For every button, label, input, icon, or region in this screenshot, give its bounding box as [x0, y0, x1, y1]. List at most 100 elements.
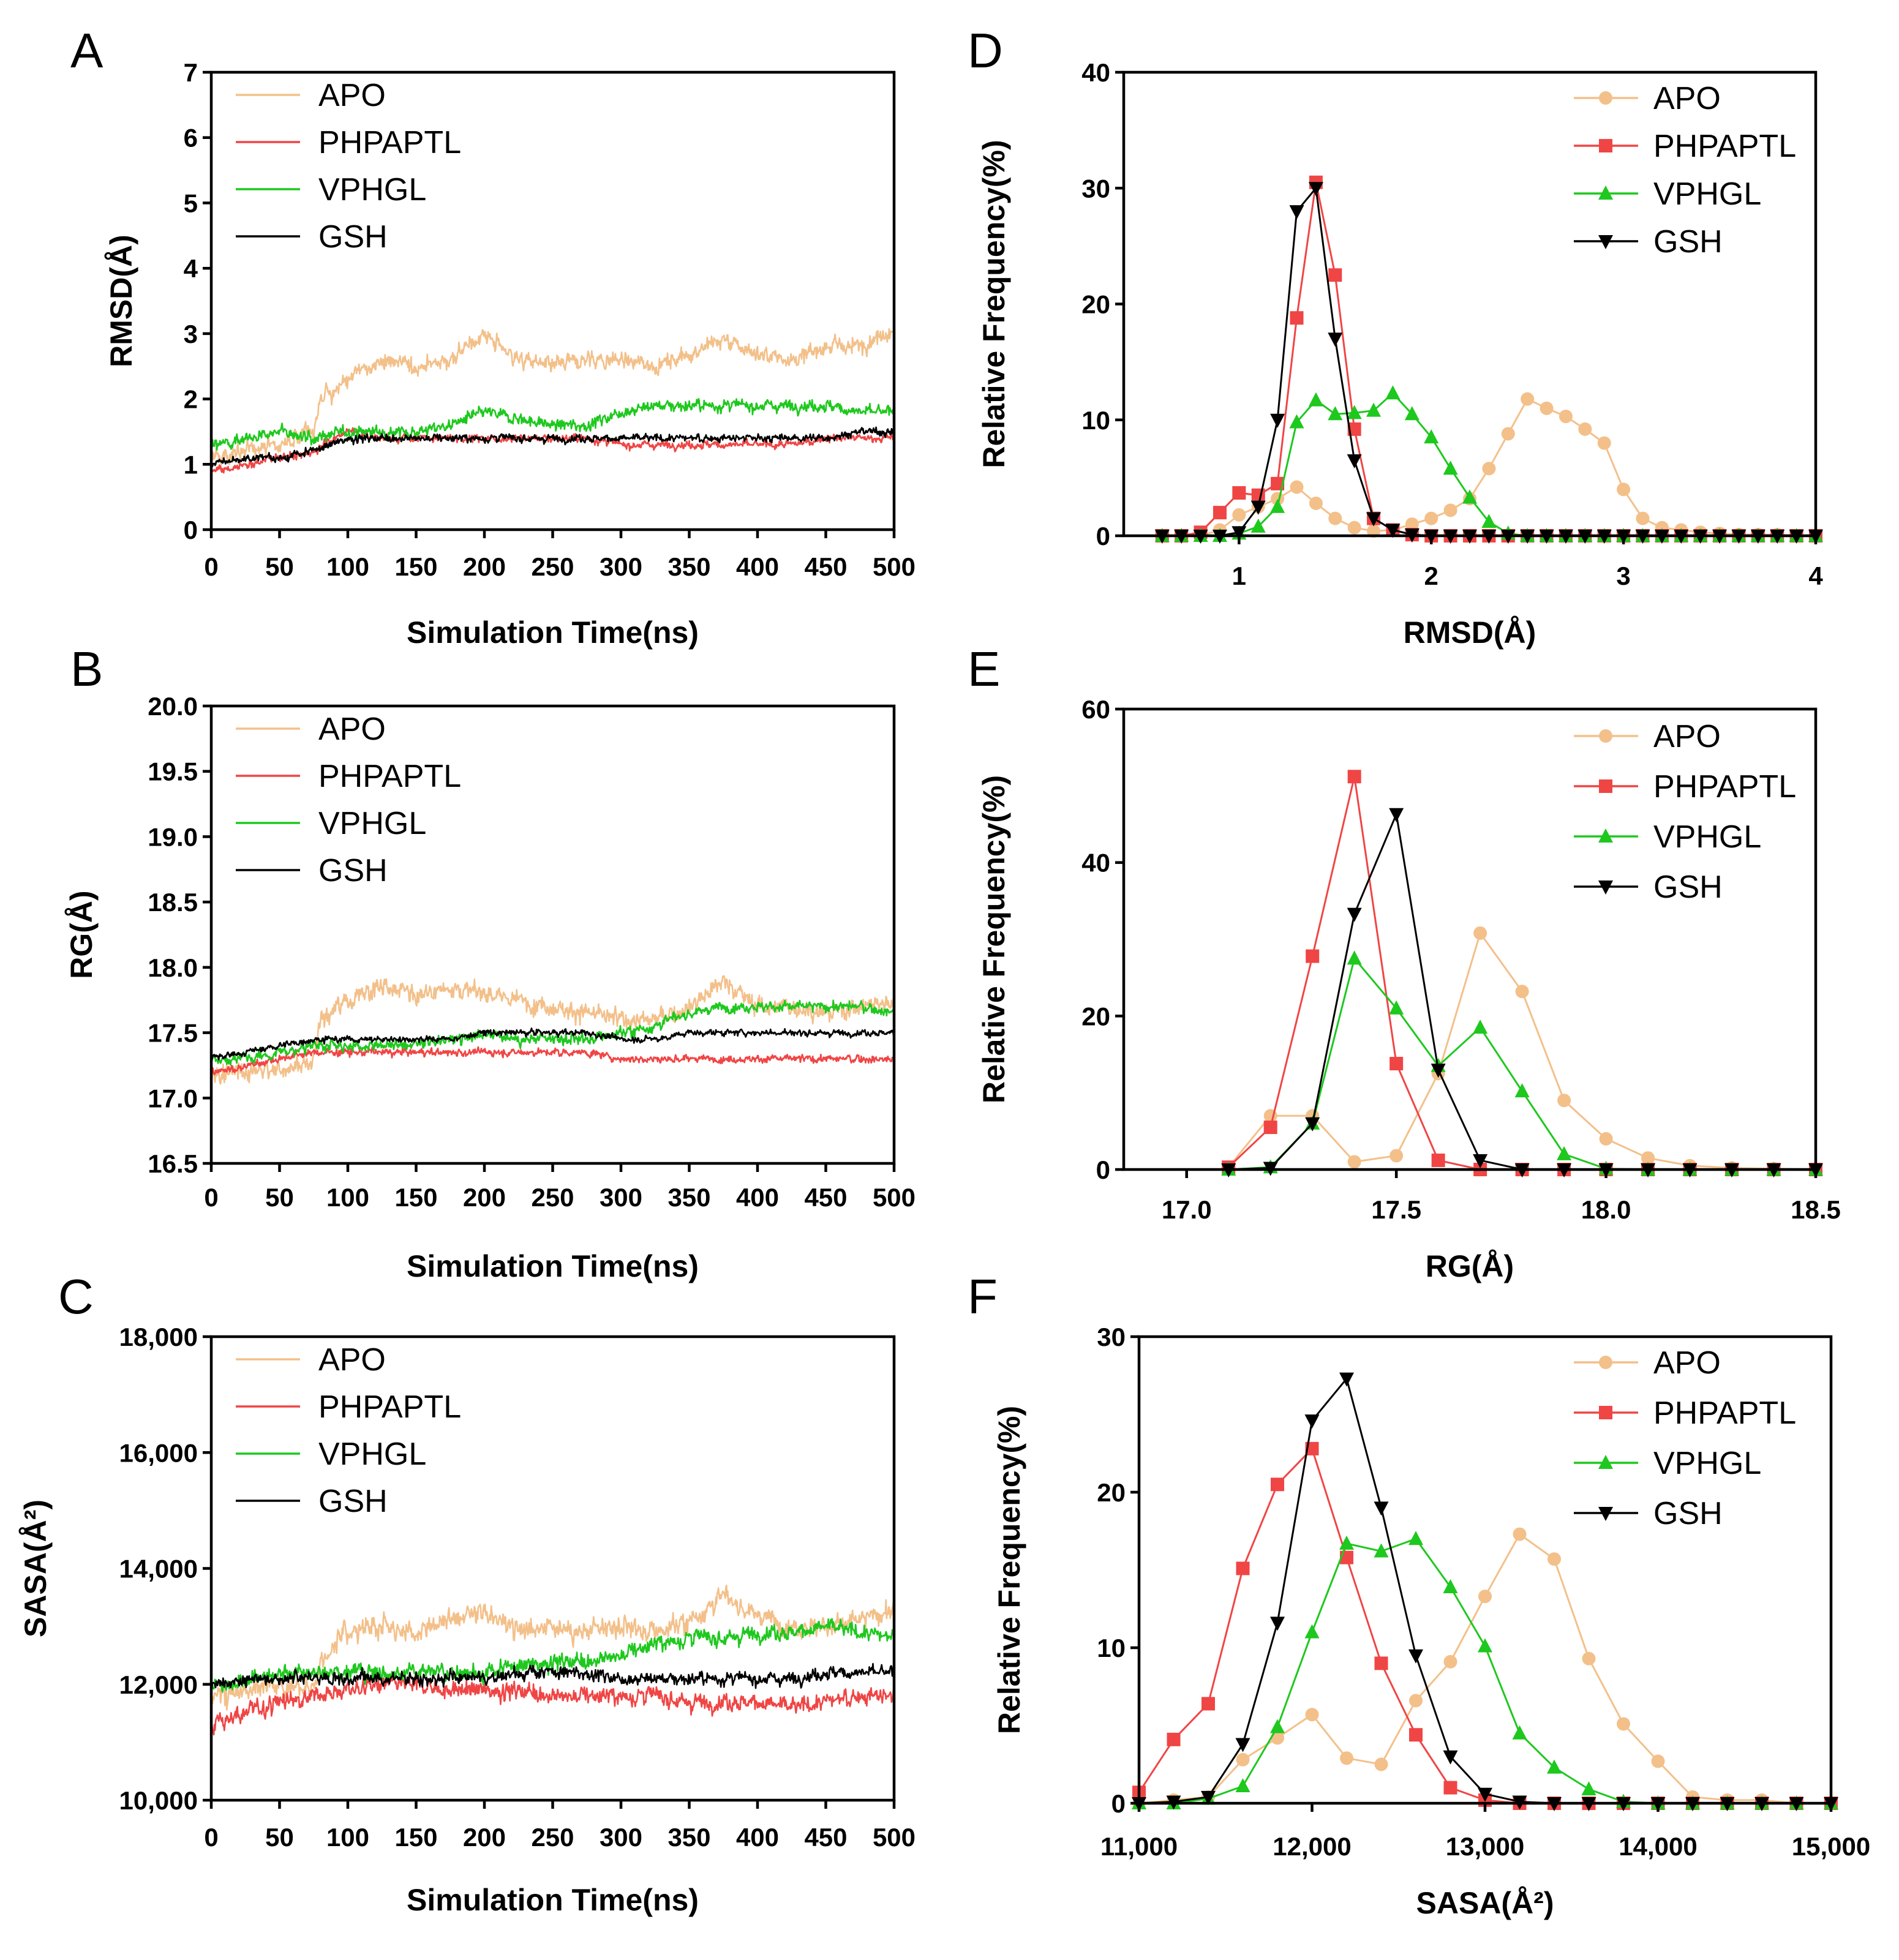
data-point-D-APO — [1290, 480, 1304, 494]
data-point-F-GSH — [1235, 1738, 1250, 1752]
x-tick-label: 100 — [326, 552, 369, 581]
data-point-D-VPHGL — [1289, 414, 1304, 429]
data-point-D-VPHGL — [1270, 498, 1285, 513]
x-axis-label: SASA(Å²) — [1416, 1886, 1554, 1920]
legend-marker-GSH — [1598, 880, 1613, 895]
data-point-D-APO — [1405, 517, 1419, 531]
legend-marker-GSH — [1598, 235, 1613, 249]
legend-label-APO: APO — [1653, 81, 1721, 116]
panel-C: C 10,000 12,000 14,000 16,000 18,000 0 50 100 150… — [18, 1269, 916, 1917]
y-tick-label: 16,000 — [119, 1438, 198, 1467]
x-tick-label: 13,000 — [1446, 1832, 1524, 1861]
legend-label-PHPAPTL: PHPAPTL — [318, 125, 461, 160]
plot-area-D — [1154, 175, 1823, 544]
legend-marker-APO — [1599, 91, 1612, 105]
data-point-F-VPHGL — [1512, 1725, 1527, 1740]
data-point-D-VPHGL — [1250, 518, 1266, 533]
x-tick-label: 250 — [531, 1183, 574, 1212]
y-tick-label: 0 — [1096, 522, 1110, 550]
y-tick-label: 40 — [1081, 849, 1110, 877]
data-point-F-APO — [1513, 1527, 1527, 1541]
legend-E: APO PHPAPTL VPHGL GSH — [1574, 719, 1796, 905]
data-point-E-APO — [1347, 1155, 1361, 1169]
data-point-E-VPHGL — [1557, 1146, 1572, 1160]
data-point-E-APO — [1641, 1151, 1655, 1165]
x-tick-label: 250 — [531, 1823, 574, 1852]
y-tick-label: 6 — [184, 124, 198, 152]
data-point-E-GSH — [1473, 1154, 1488, 1168]
data-point-F-PHPAPTL — [1374, 1656, 1388, 1670]
data-point-F-APO — [1617, 1717, 1630, 1731]
x-tick-label: 400 — [736, 552, 779, 581]
legend-C: APO PHPAPTL VPHGL GSH — [236, 1342, 461, 1519]
legend-A: APO PHPAPTL VPHGL GSH — [236, 78, 461, 255]
panel-letter-D: D — [968, 23, 1003, 78]
data-point-D-VPHGL — [1347, 405, 1362, 419]
data-point-D-APO — [1501, 427, 1515, 441]
legend-label-PHPAPTL: PHPAPTL — [318, 759, 461, 794]
data-point-F-GSH — [1304, 1414, 1320, 1429]
plot-area-F — [1132, 1372, 1838, 1811]
data-point-F-APO — [1271, 1731, 1284, 1745]
data-point-D-APO — [1309, 497, 1323, 511]
x-tick-label: 150 — [394, 1823, 437, 1852]
data-point-D-PHPAPTL — [1213, 506, 1227, 520]
data-point-D-GSH — [1289, 205, 1304, 220]
data-point-D-VPHGL — [1462, 489, 1477, 504]
x-tick-label: 500 — [873, 1183, 916, 1212]
y-tick-label: 10 — [1097, 1634, 1126, 1662]
legend-label-PHPAPTL: PHPAPTL — [1653, 129, 1796, 164]
y-tick-label: 40 — [1081, 58, 1110, 87]
x-tick-label: 0 — [204, 552, 218, 581]
x-tick-label: 17.5 — [1371, 1195, 1421, 1224]
legend-label-VPHGL: VPHGL — [318, 172, 426, 208]
data-point-E-APO — [1515, 985, 1529, 999]
x-tick-label: 11,000 — [1100, 1832, 1178, 1861]
panel-letter-A: A — [70, 23, 103, 78]
data-point-F-GSH — [1339, 1372, 1354, 1387]
y-tick-label: 7 — [184, 58, 198, 87]
x-tick-label: 1 — [1232, 561, 1246, 590]
x-tick-label: 250 — [531, 552, 574, 581]
legend-label-PHPAPTL: PHPAPTL — [1653, 1395, 1796, 1431]
data-point-F-GSH — [1201, 1790, 1216, 1805]
y-tick-label: 20 — [1097, 1478, 1126, 1507]
legend-marker-VPHGL — [1598, 1455, 1613, 1469]
x-tick-label: 300 — [600, 1823, 642, 1852]
legend-label-GSH: GSH — [1653, 869, 1723, 905]
data-point-F-PHPAPTL — [1409, 1728, 1423, 1742]
data-point-F-GSH — [1408, 1649, 1423, 1664]
series-line-B-VPHGL — [210, 999, 895, 1066]
plot-area-B — [210, 975, 895, 1085]
legend-marker-APO — [1599, 1356, 1612, 1369]
legend-marker-APO — [1599, 729, 1612, 743]
legend-marker-PHPAPTL — [1599, 139, 1612, 152]
x-tick-label: 350 — [667, 1823, 710, 1852]
legend-label-GSH: GSH — [318, 1484, 388, 1519]
data-point-D-VPHGL — [1404, 406, 1420, 421]
data-point-F-VPHGL — [1581, 1781, 1596, 1796]
legend-label-VPHGL: VPHGL — [1653, 176, 1761, 212]
legend-label-GSH: GSH — [1653, 224, 1723, 260]
x-tick-label: 0 — [204, 1823, 218, 1852]
data-point-F-APO — [1236, 1752, 1250, 1767]
data-point-F-APO — [1582, 1651, 1596, 1665]
x-tick-label: 2 — [1424, 561, 1438, 590]
y-tick-label: 19.5 — [148, 757, 198, 786]
legend-F: APO PHPAPTL VPHGL GSH — [1574, 1345, 1796, 1531]
plot-area-C — [210, 1585, 895, 1736]
y-tick-label: 19.0 — [148, 822, 198, 851]
x-tick-label: 300 — [600, 1183, 642, 1212]
panel-letter-B: B — [70, 642, 103, 696]
legend-marker-PHPAPTL — [1599, 1406, 1612, 1419]
x-tick-label: 100 — [326, 1183, 369, 1212]
data-point-D-APO — [1636, 511, 1650, 525]
x-tick-label: 100 — [326, 1823, 369, 1852]
x-axis-label: Simulation Time(ns) — [407, 1249, 699, 1283]
data-point-D-APO — [1578, 422, 1592, 436]
legend-marker-PHPAPTL — [1599, 779, 1612, 793]
data-point-E-VPHGL — [1347, 950, 1362, 965]
data-point-F-GSH — [1270, 1616, 1285, 1631]
data-point-E-PHPAPTL — [1263, 1121, 1277, 1135]
y-tick-label: 3 — [184, 320, 198, 348]
